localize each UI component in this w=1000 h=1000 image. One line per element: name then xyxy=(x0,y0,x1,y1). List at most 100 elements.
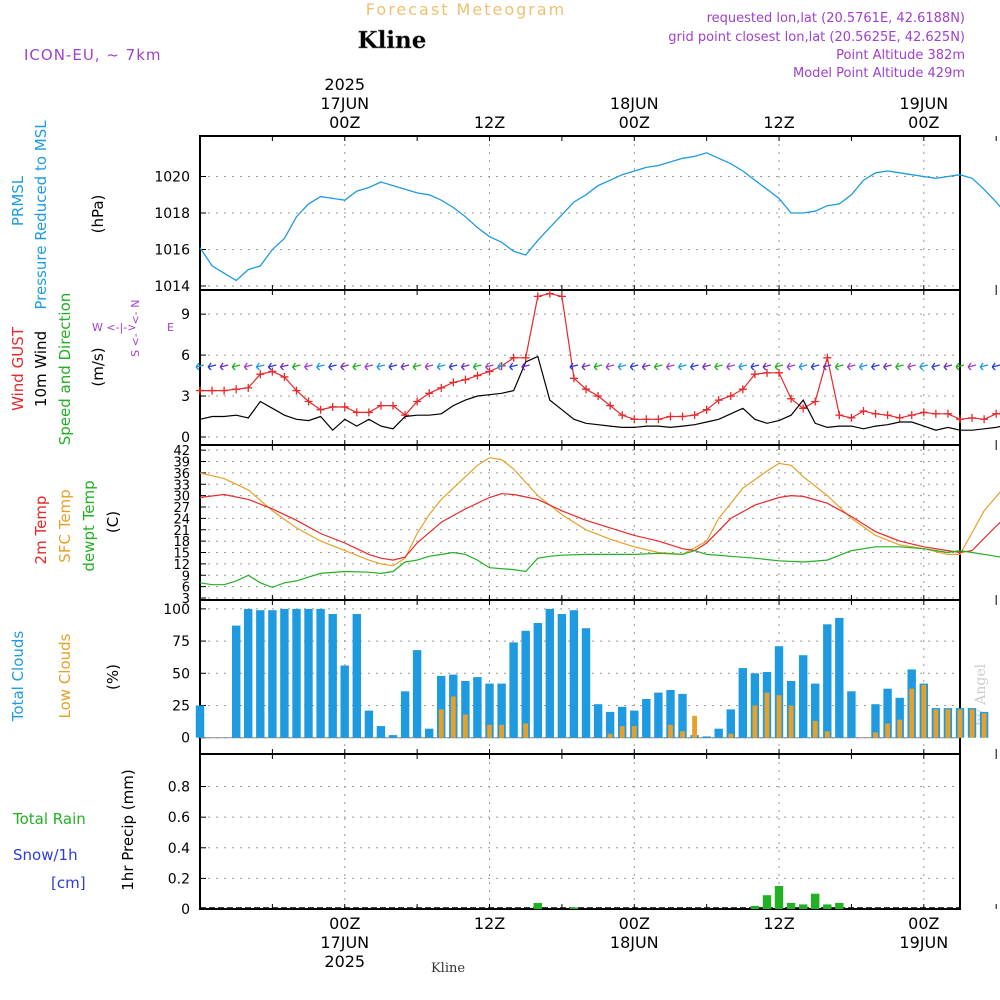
gust-point xyxy=(280,372,289,381)
time-label-bottom: 00Z xyxy=(908,914,939,933)
gust-point xyxy=(268,367,277,376)
gust-point xyxy=(256,370,265,379)
wind-direction-arrow xyxy=(364,362,374,371)
time-label-bottom: 19JUN xyxy=(899,933,948,952)
y-tick-label: 100 xyxy=(163,602,190,618)
total-cloud-bar xyxy=(497,683,506,738)
gust-point xyxy=(835,411,844,420)
low-cloud-bar xyxy=(897,719,903,738)
time-label-bottom: 00Z xyxy=(329,914,360,933)
total-cloud-bar xyxy=(811,683,820,738)
precip-panel: 0 0.2 0.4 0.6 0.8 xyxy=(168,753,997,918)
total-cloud-bar xyxy=(642,699,651,738)
gust-point xyxy=(413,397,422,406)
gust-point xyxy=(714,396,723,405)
wind-direction-arrow xyxy=(231,362,241,371)
gust-point xyxy=(437,383,446,392)
wind-direction-arrow xyxy=(460,362,470,371)
wind-panel: 0 3 6 9 xyxy=(181,289,1000,446)
temp-2m-line xyxy=(199,493,1000,561)
pressure-label-prmsl: PRMSL xyxy=(9,175,27,226)
total-cloud-bar xyxy=(726,709,735,738)
gust-point xyxy=(304,397,313,406)
gust-point xyxy=(521,353,530,362)
y-tick-label: 15 xyxy=(173,547,190,562)
gust-point xyxy=(919,408,928,417)
wind-10m-label: 10m Wind xyxy=(32,331,50,407)
low-cloud-bar xyxy=(764,692,770,738)
gust-point xyxy=(316,405,325,414)
wind-direction-arrow xyxy=(702,362,711,371)
point-altitude: Point Altitude 382m xyxy=(836,48,965,63)
y-tick-label: 30 xyxy=(173,490,190,505)
clouds-panel: 0 25 50 75 100 xyxy=(163,599,997,755)
wind-direction-arrow xyxy=(605,362,615,371)
model-altitude: Model Point Altitude 429m xyxy=(793,66,965,81)
wind-direction-arrow xyxy=(750,362,760,371)
gust-point xyxy=(931,409,940,418)
gust-point xyxy=(883,411,892,420)
y-tick-label: 18 xyxy=(173,535,190,550)
total-cloud-bar xyxy=(774,646,784,738)
footer-location: Kline xyxy=(431,961,465,976)
total-cloud-bar xyxy=(654,692,663,738)
low-cloud-bar xyxy=(981,713,987,738)
wind-direction-arrow xyxy=(304,362,313,371)
dewpt-line xyxy=(199,546,1000,589)
y-tick-label: 0.4 xyxy=(168,841,190,857)
wind-direction-arrow xyxy=(774,362,784,371)
pressure-labels: PRMSL Pressure Reduced to MSL (hPa) xyxy=(9,120,107,310)
wind-direction-arrow xyxy=(509,362,518,371)
wind-direction-arrow xyxy=(412,362,422,371)
y-tick-label: 0 xyxy=(181,430,190,446)
y-tick-label: 0 xyxy=(181,731,190,747)
rain-bar xyxy=(533,902,542,909)
low-cloud-bar xyxy=(921,684,927,738)
wind-direction-arrow xyxy=(726,362,735,371)
gust-point xyxy=(473,371,482,380)
wind-direction-arrow xyxy=(943,362,953,371)
wind-direction-arrow xyxy=(979,362,989,371)
gust-point xyxy=(690,411,699,420)
gust-point xyxy=(762,368,771,377)
y-tick-label: 3 xyxy=(181,389,190,405)
low-cloud-bar xyxy=(631,726,637,738)
y-tick-label: 9 xyxy=(182,569,190,584)
time-label-top: 12Z xyxy=(763,113,794,132)
total-cloud-bar xyxy=(268,610,277,738)
y-tick-label: 21 xyxy=(173,524,190,539)
wind-direction-arrow xyxy=(316,362,325,371)
temp-dewpt-label: dewpt Temp xyxy=(80,480,98,571)
y-tick-label: 36 xyxy=(173,467,190,482)
total-cloud-bar xyxy=(412,650,422,738)
gust-point xyxy=(208,386,217,395)
gust-point xyxy=(557,292,566,301)
y-tick-label: 0.6 xyxy=(168,810,190,826)
gust-point xyxy=(750,370,759,379)
total-cloud-bar xyxy=(304,608,313,738)
rain-bar xyxy=(823,904,832,909)
low-cloud-bar xyxy=(499,724,504,738)
panel-frame xyxy=(199,444,961,601)
low-cloud-bar xyxy=(776,695,782,738)
gust-point xyxy=(630,415,639,424)
total-cloud-bar xyxy=(630,710,639,738)
location-title: Kline xyxy=(358,27,427,54)
gust-point xyxy=(364,408,373,417)
pressure-unit: (hPa) xyxy=(89,195,107,234)
gust-point xyxy=(618,411,627,420)
total-cloud-bar xyxy=(895,697,904,738)
time-label-bottom: 18JUN xyxy=(610,933,659,952)
wind-direction-arrow xyxy=(328,362,337,371)
low-cloud-bar xyxy=(463,714,468,738)
total-cloud-bar xyxy=(352,614,361,738)
time-label-top: 12Z xyxy=(474,113,505,132)
total-cloud-bar xyxy=(256,610,265,738)
low-cloud-bar xyxy=(873,732,878,738)
wind-direction-arrow xyxy=(424,362,434,371)
wind-direction-arrow xyxy=(955,362,965,371)
gust-point xyxy=(678,412,687,421)
compass-west: W <-|-> xyxy=(92,321,136,334)
gust-point xyxy=(244,383,253,392)
low-cloud-bar xyxy=(752,705,758,738)
